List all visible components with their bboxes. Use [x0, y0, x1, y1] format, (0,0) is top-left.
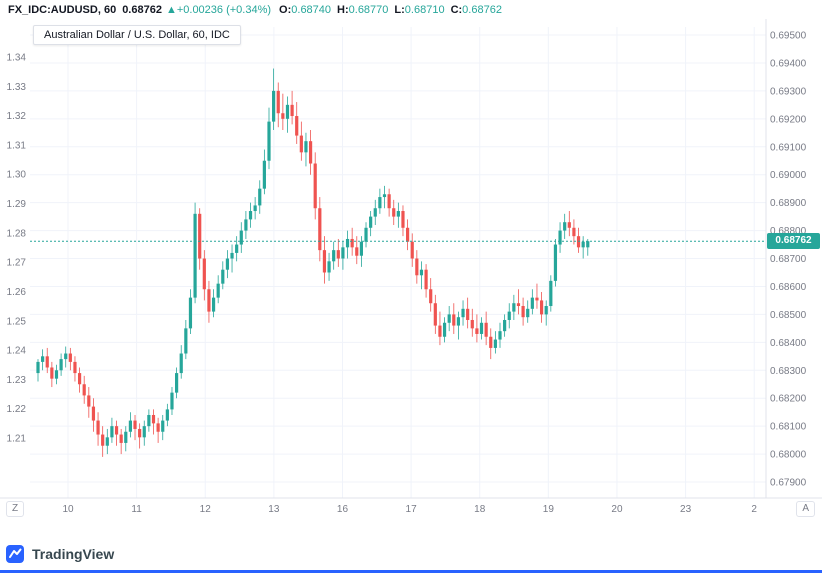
high-label: H: — [337, 3, 349, 16]
price-change: +0.00236 (+0.34%) — [176, 3, 272, 16]
svg-text:12: 12 — [200, 504, 212, 515]
auto-scale-button[interactable]: A — [796, 501, 815, 517]
svg-text:0.69400: 0.69400 — [770, 58, 807, 69]
svg-text:0.68900: 0.68900 — [770, 198, 807, 209]
svg-text:0.68400: 0.68400 — [770, 338, 807, 349]
svg-text:1.34: 1.34 — [7, 53, 27, 64]
svg-text:16: 16 — [337, 504, 349, 515]
open-label: O: — [279, 3, 292, 16]
svg-text:1.23: 1.23 — [7, 375, 27, 386]
close-readout: C:0.68762 — [451, 4, 502, 16]
chart-header: FX_IDC:AUDUSD, 60 0.68762 ▲ +0.00236 (+0… — [0, 0, 822, 19]
svg-text:0.68200: 0.68200 — [770, 394, 807, 405]
svg-text:20: 20 — [611, 504, 623, 515]
timezone-button[interactable]: Z — [6, 501, 25, 517]
low-label: L: — [394, 3, 405, 16]
svg-text:0.68000: 0.68000 — [770, 450, 807, 461]
right-price-axis[interactable]: 0.69500 0.69400 0.69300 0.69200 0.69100 0.690… — [770, 31, 807, 489]
svg-text:10: 10 — [62, 504, 74, 515]
svg-text:2: 2 — [751, 504, 757, 515]
high-readout: H:0.68770 — [337, 4, 388, 16]
close-label: C: — [450, 3, 463, 16]
grid — [30, 27, 766, 498]
candlestick-chart[interactable]: 0.69500 0.69400 0.69300 0.69200 0.69100 0.690… — [0, 19, 822, 520]
tradingview-logo-icon[interactable] — [6, 544, 26, 564]
svg-text:18: 18 — [474, 504, 486, 515]
svg-text:19: 19 — [543, 504, 555, 515]
svg-text:1.29: 1.29 — [7, 199, 27, 210]
svg-text:0.68600: 0.68600 — [770, 282, 807, 293]
tradingview-wordmark[interactable]: TradingView — [32, 546, 115, 562]
time-axis[interactable]: 10 11 12 13 16 17 18 19 20 23 2 — [62, 504, 757, 515]
svg-text:0.69100: 0.69100 — [770, 142, 807, 153]
svg-text:23: 23 — [680, 504, 692, 515]
svg-text:0.69200: 0.69200 — [770, 114, 807, 125]
close-value: 0.68762 — [462, 3, 502, 16]
last-price-tag: 0.68762 — [767, 233, 820, 250]
symbol-label[interactable]: FX_IDC:AUDUSD, 60 — [8, 3, 117, 16]
svg-text:1.25: 1.25 — [7, 316, 27, 327]
svg-text:1.24: 1.24 — [7, 346, 27, 357]
low-value: 0.68710 — [404, 3, 445, 16]
high-value: 0.68770 — [348, 3, 389, 16]
svg-text:0.68300: 0.68300 — [770, 366, 807, 377]
svg-text:0.69500: 0.69500 — [770, 31, 807, 42]
svg-text:0.69300: 0.69300 — [770, 86, 807, 97]
svg-text:1.31: 1.31 — [7, 140, 27, 151]
open-readout: O:0.68740 — [279, 4, 331, 16]
svg-text:1.27: 1.27 — [7, 258, 27, 269]
svg-text:1.21: 1.21 — [7, 434, 27, 445]
svg-text:0.68700: 0.68700 — [770, 254, 807, 265]
left-price-axis[interactable]: 1.34 1.33 1.32 1.31 1.30 1.29 1.28 1.27 1.26 1.25… — [7, 53, 27, 445]
open-value: 0.68740 — [291, 3, 332, 16]
chart-area: 0.69500 0.69400 0.69300 0.69200 0.69100 0.690… — [0, 19, 822, 520]
bottom-divider — [0, 570, 822, 573]
footer: TradingView — [6, 544, 114, 564]
chart-legend[interactable]: Australian Dollar / U.S. Dollar, 60, IDC — [33, 25, 241, 45]
svg-text:0.67900: 0.67900 — [770, 478, 807, 489]
svg-text:13: 13 — [268, 504, 280, 515]
svg-text:1.26: 1.26 — [7, 287, 27, 298]
svg-text:11: 11 — [131, 504, 142, 515]
svg-text:17: 17 — [406, 504, 418, 515]
svg-text:1.22: 1.22 — [7, 404, 27, 415]
svg-text:1.32: 1.32 — [7, 111, 27, 122]
svg-text:1.28: 1.28 — [7, 228, 27, 239]
candles-layer[interactable] — [36, 68, 590, 457]
last-price-value: 0.68762 — [122, 3, 162, 16]
svg-text:0.68100: 0.68100 — [770, 422, 807, 433]
svg-text:1.33: 1.33 — [7, 82, 27, 93]
change-arrow-icon: ▲ — [165, 3, 177, 16]
svg-text:0.69000: 0.69000 — [770, 170, 807, 181]
low-readout: L:0.68710 — [394, 4, 444, 16]
svg-text:0.68800: 0.68800 — [770, 226, 807, 237]
svg-text:1.30: 1.30 — [7, 170, 27, 181]
svg-text:0.68500: 0.68500 — [770, 310, 807, 321]
